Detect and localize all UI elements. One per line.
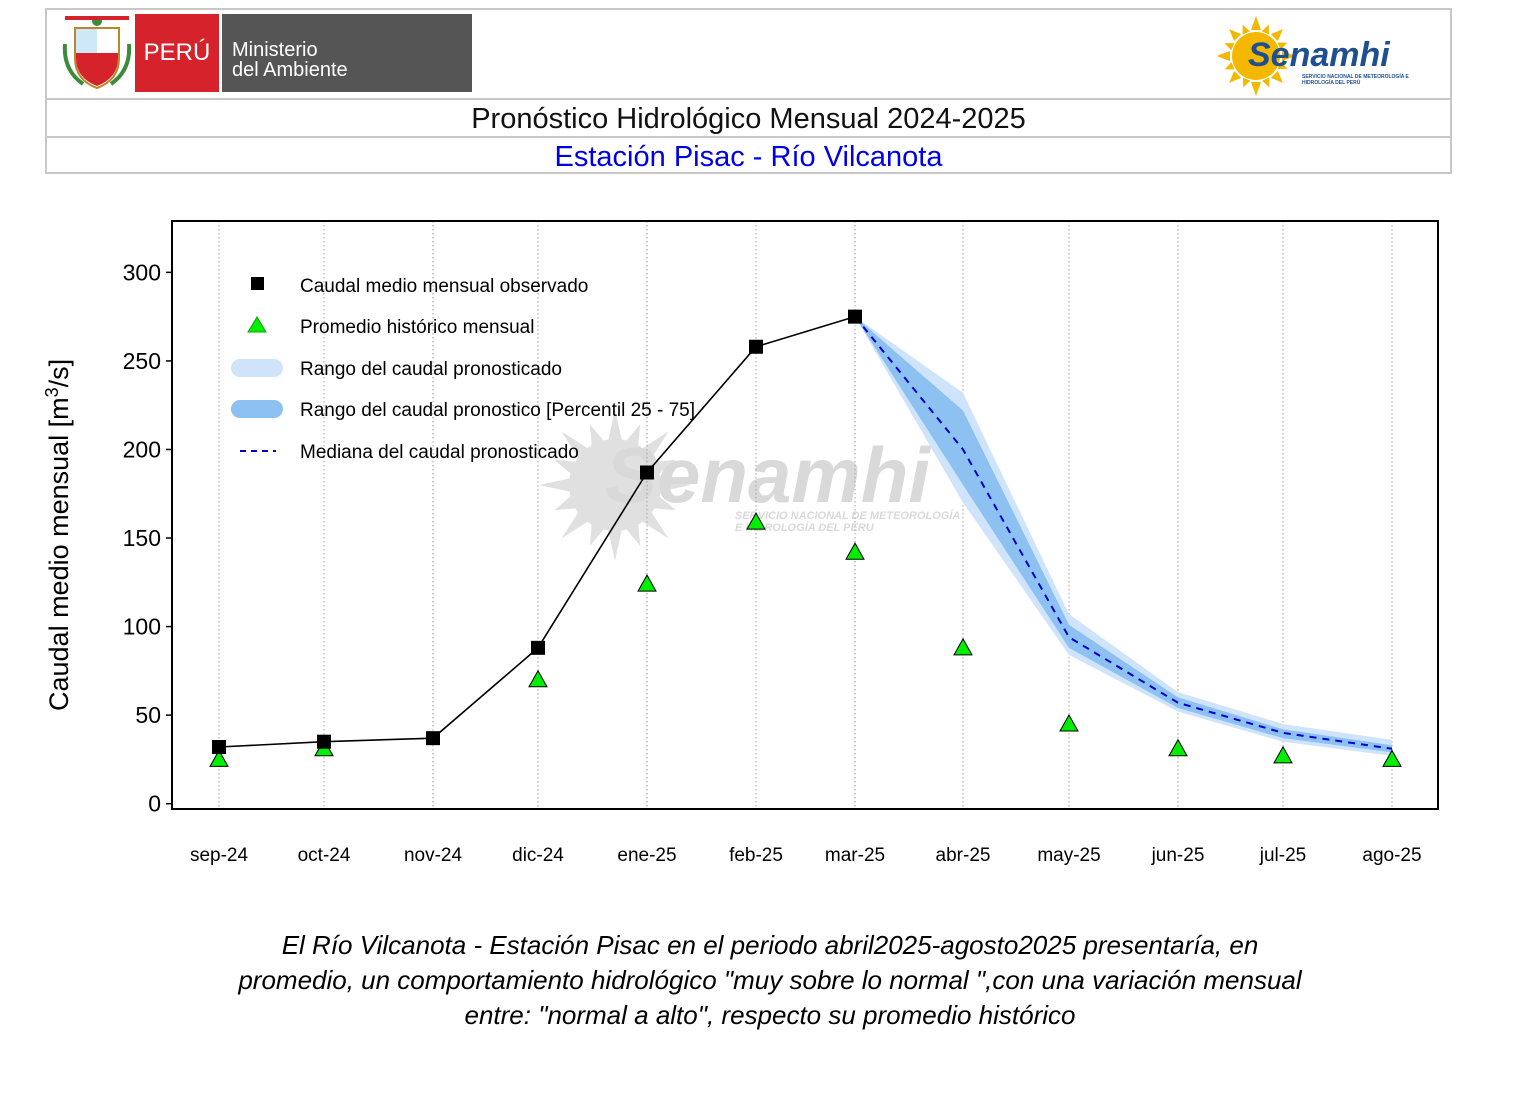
y-tick-label-150: 150: [123, 525, 161, 551]
x-tick-label-nov-24: nov-24: [404, 845, 463, 866]
watermark-sun-icon: [539, 409, 691, 561]
x-tick-label-may-25: may-25: [1037, 845, 1100, 866]
x-tick-label-mar-25: mar-25: [825, 845, 885, 866]
x-tick-label-abr-25: abr-25: [936, 845, 991, 866]
ministry-label: Ministerio del Ambiente: [222, 14, 472, 92]
y-tick-label-200: 200: [123, 436, 161, 462]
caption-line-1: El Río Vilcanota - Estación Pisac en el …: [281, 930, 1259, 960]
watermark-subtext-2: E HIDROLOGÍA DEL PERU: [735, 521, 875, 534]
legend-2-label: Promedio histórico mensual: [300, 317, 534, 338]
watermark-text: Senamhi: [605, 431, 931, 519]
historical-point-jul-25: [1273, 745, 1293, 764]
logo-row: PERÚ Ministerio del Ambiente: [47, 10, 1450, 100]
x-tick-label-oct-24: oct-24: [298, 845, 351, 866]
ministry-line-1: Ministerio: [232, 39, 318, 61]
historical-point-jun-25: [1168, 738, 1188, 757]
observed-point-oct-24: [317, 734, 331, 749]
historical-point-ago-25: [1382, 749, 1402, 767]
forecast-median-line: [854, 316, 1393, 750]
forecast-p25-p75-band: [855, 316, 1392, 753]
historical-point-may-25: [1059, 713, 1079, 732]
plot-frame: [171, 220, 1439, 810]
page-title: Pronóstico Hidrológico Mensual 2024-2025: [47, 100, 1450, 138]
legend-3-band-icon: [231, 359, 283, 377]
x-tick-label-ago-25: ago-25: [1362, 845, 1421, 866]
watermark-subtext-1: SERVICIO NACIONAL DE METEOROLOGÍA: [735, 509, 960, 522]
senamhi-logo-text: Senamhi: [1248, 36, 1390, 74]
legend-1-label: Caudal medio mensual observado: [300, 276, 588, 297]
x-tick-label-ene-25: ene-25: [617, 845, 676, 866]
peru-label: PERÚ: [135, 14, 219, 92]
senamhi-logo: Senamhi SERVICIO NACIONAL DE METEOROLOGÍ…: [1218, 14, 1428, 96]
historical-point-ene-25: [637, 574, 657, 592]
observed-point-ene-25: [640, 465, 654, 480]
historical-point-abr-25: [953, 637, 973, 656]
report-header: PERÚ Ministerio del Ambiente: [45, 8, 1452, 174]
y-tick-label-50: 50: [135, 702, 161, 728]
y-tick-label-300: 300: [123, 259, 161, 285]
historical-point-feb-25: [746, 512, 766, 530]
legend-4-band-icon: [231, 400, 283, 418]
peru-coat-of-arms-icon: [61, 14, 133, 92]
historical-point-dic-24: [528, 669, 548, 688]
forecast-range-band: [855, 316, 1392, 756]
observed-point-nov-24: [426, 731, 440, 746]
legend-1-square-icon: [251, 277, 264, 290]
y-tick-label-0: 0: [148, 791, 161, 817]
y-tick-label-250: 250: [123, 348, 161, 374]
caption-line-3: entre: "normal a alto", respecto su prom…: [464, 1000, 1076, 1030]
legend-3-label: Rango del caudal pronosticado: [300, 359, 562, 380]
observed-point-sep-24: [212, 740, 226, 755]
y-tick-label-100: 100: [123, 614, 161, 640]
observed-point-feb-25: [749, 339, 763, 354]
x-tick-label-jul-25: jul-25: [1259, 845, 1306, 866]
observed-point-mar-25: [848, 309, 862, 324]
page-subtitle: Estación Pisac - Río Vilcanota: [554, 141, 943, 173]
y-axis-label: Caudal medio mensual [m3/s]: [42, 359, 74, 711]
x-tick-label-feb-25: feb-25: [729, 845, 783, 866]
caption-line-2: promedio, un comportamiento hidrológico …: [238, 965, 1302, 995]
ministry-line-2: del Ambiente: [232, 59, 348, 81]
peru-ministry-logo: PERÚ Ministerio del Ambiente: [61, 14, 472, 92]
historical-point-mar-25: [845, 542, 865, 560]
x-tick-label-sep-24: sep-24: [190, 845, 249, 866]
legend-2-triangle-icon: [247, 316, 267, 333]
observed-point-dic-24: [531, 640, 545, 655]
senamhi-logo-subtext: SERVICIO NACIONAL DE METEOROLOGÍA E HIDR…: [1302, 74, 1409, 86]
forecast-caption: El Río Vilcanota - Estación Pisac en el …: [160, 928, 1380, 1033]
legend-5-label: Mediana del caudal pronosticado: [300, 442, 579, 463]
x-tick-label-jun-25: jun-25: [1151, 845, 1205, 866]
x-tick-label-dic-24: dic-24: [512, 845, 564, 866]
legend-4-label: Rango del caudal pronostico [Percentil 2…: [300, 400, 695, 421]
historical-point-sep-24: [209, 749, 229, 767]
